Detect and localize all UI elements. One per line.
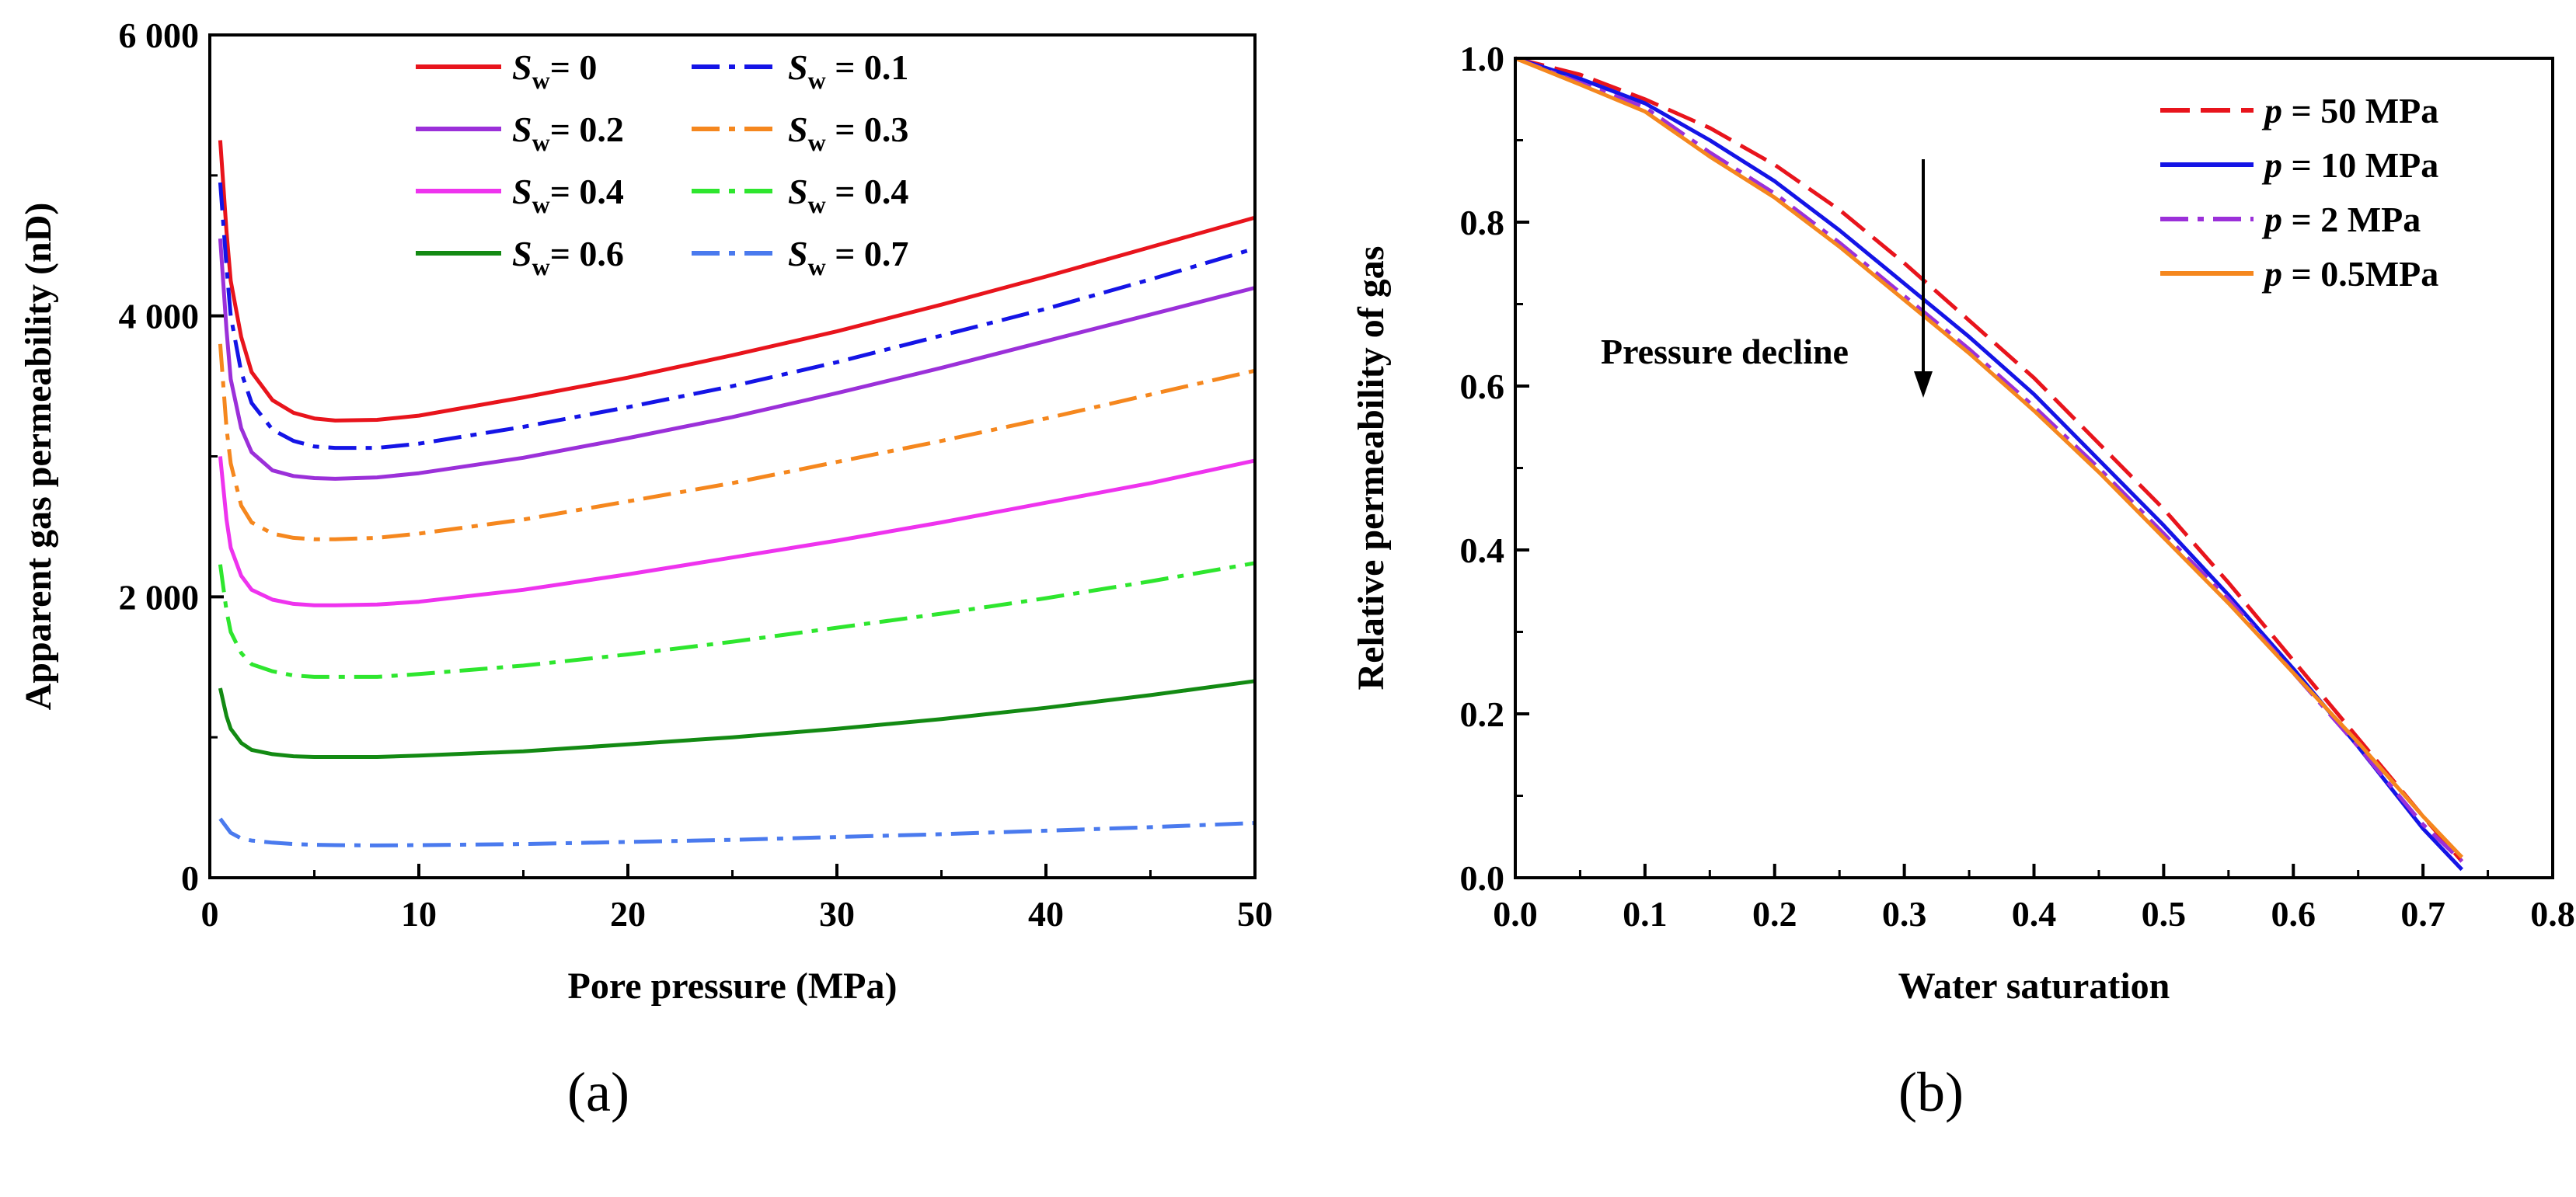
x-tick-label: 10 [401, 894, 437, 934]
legend-symbol: p [2261, 91, 2282, 130]
legend-symbol: p [2261, 145, 2282, 185]
panel-label-a: (a) [567, 1061, 629, 1123]
y-tick-label: 0.8 [1460, 203, 1505, 242]
legend-subscript: w [532, 190, 550, 218]
legend-subscript: w [808, 66, 826, 94]
legend-symbol: S [788, 110, 808, 149]
legend-label-1: Sw = 0.1 [788, 47, 908, 94]
x-tick-label: 0.7 [2400, 894, 2445, 934]
legend-subscript: w [532, 66, 550, 94]
annotation-arrow-head [1914, 371, 1933, 398]
legend-subscript: w [808, 252, 826, 280]
x-tick-label: 30 [819, 894, 855, 934]
legend-value: = 0.7 [826, 234, 909, 273]
legend-label-0: p = 50 MPa [2261, 91, 2438, 130]
y-tick-label: 6 000 [119, 16, 200, 55]
legend-label-4: Sw= 0.4 [512, 172, 624, 218]
legend-symbol: S [512, 110, 532, 149]
series-line-2 [218, 238, 1256, 481]
series-line-5 [218, 561, 1256, 679]
x-tick-label: 40 [1028, 894, 1064, 934]
y-tick-label: 0 [181, 858, 199, 898]
legend-value: = 10 MPa [2282, 145, 2438, 185]
x-tick-label: 0.1 [1623, 894, 1668, 934]
x-tick-label: 0.6 [2271, 894, 2316, 934]
legend-value: = 2 MPa [2282, 200, 2421, 239]
x-tick-label: 0 [201, 894, 219, 934]
x-axis-label: Water saturation [1898, 966, 2170, 1007]
panel-label-b: (b) [1898, 1061, 1964, 1123]
legend-label-2: Sw= 0.2 [512, 110, 624, 156]
legend-symbol: S [788, 172, 808, 211]
legend-label-2: p = 2 MPa [2261, 200, 2421, 239]
legend-value: = 0.2 [550, 110, 624, 149]
legend-symbol: S [512, 47, 532, 87]
legend-value: = 0.1 [826, 47, 909, 87]
legend-value: = 50 MPa [2282, 91, 2438, 130]
legend-subscript: w [808, 190, 826, 218]
legend-label-5: Sw = 0.4 [788, 172, 908, 218]
x-tick-label: 0.3 [1882, 894, 1927, 934]
chart-apparent-permeability: 0 10 20 30 40 50 0 2 000 4 000 6 000 Pore pressure… [18, 16, 1273, 1007]
legend-subscript: w [532, 128, 550, 156]
legend-value: = 0.4 [550, 172, 624, 211]
plot-frame [208, 33, 1257, 879]
series-line-7 [218, 817, 1256, 847]
series-line-0 [218, 140, 1256, 423]
y-axis-label: Relative permeability of gas [1351, 246, 1392, 691]
legend-label-3: Sw = 0.3 [788, 110, 908, 156]
legend-symbol: p [2261, 254, 2282, 294]
series-line-3 [1515, 56, 2464, 859]
legend-label-0: Sw= 0 [512, 47, 597, 94]
legend-label-6: Sw= 0.6 [512, 234, 624, 280]
x-axis-label: Pore pressure (MPa) [568, 966, 898, 1007]
x-tick-label: 20 [610, 894, 646, 934]
legend-value: = 0.6 [550, 234, 624, 273]
y-tick-label: 0.0 [1460, 858, 1505, 898]
legend-subscript: w [532, 252, 550, 280]
annotation-pressure-decline: Pressure decline [1601, 332, 1849, 371]
y-tick-label: 0.2 [1460, 694, 1505, 734]
series-line-1 [218, 182, 1256, 451]
y-tick-label: 4 000 [119, 297, 200, 336]
legend-label-7: Sw = 0.7 [788, 234, 908, 280]
y-tick-label: 2 000 [119, 577, 200, 617]
x-tick-label: 0.0 [1493, 894, 1538, 934]
legend-symbol: S [788, 234, 808, 273]
legend-value: = 0 [550, 47, 598, 87]
legend-label-3: p = 0.5MPa [2261, 254, 2438, 294]
y-tick-label: 0.6 [1460, 367, 1505, 406]
x-tick-label: 0.4 [2012, 894, 2057, 934]
series-line-3 [218, 343, 1256, 541]
chart-relative-permeability: 0.0 0.1 0.2 0.3 0.4 0.5 0.6 0.7 0.8 0.0 0.2 0.4 0.6 0… [1351, 39, 2575, 1007]
y-tick-label: 1.0 [1460, 39, 1505, 78]
legend-symbol: S [512, 172, 532, 211]
y-axis-label: Apparent gas permeability (nD) [18, 203, 59, 711]
legend-symbol: p [2261, 200, 2282, 239]
x-tick-label: 0.2 [1752, 894, 1797, 934]
x-tick-label: 0.5 [2142, 894, 2187, 934]
series-line-2 [1515, 56, 2463, 863]
legend-subscript: w [808, 128, 826, 156]
legend-symbol: S [788, 47, 808, 87]
legend-value: = 0.4 [826, 172, 909, 211]
y-tick-label: 0.4 [1460, 531, 1505, 570]
x-tick-label: 0.8 [2530, 894, 2575, 934]
legend-symbol: S [512, 234, 532, 273]
series-line-0 [1515, 56, 2464, 863]
legend-value: = 0.5MPa [2282, 254, 2438, 294]
x-tick-label: 50 [1237, 894, 1273, 934]
series-line-4 [218, 456, 1256, 607]
legend-a: Sw= 0 Sw = 0.1Sw= 0.2 Sw = 0.3Sw= 0.4 Sw = … [416, 47, 908, 280]
legend-label-1: p = 10 MPa [2261, 145, 2438, 185]
series-line-6 [218, 679, 1256, 759]
legend-value: = 0.3 [826, 110, 909, 149]
